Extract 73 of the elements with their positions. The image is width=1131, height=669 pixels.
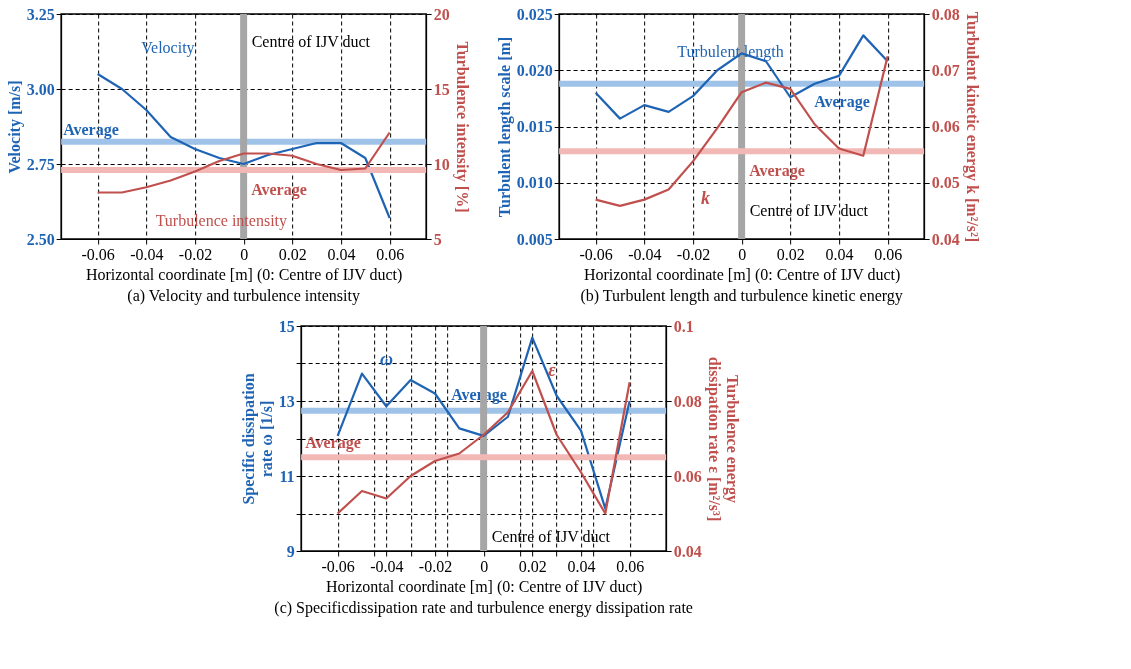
x-tick-label: 0.04 [327,245,356,263]
y-axis-title: Turbulent length scale [m] [495,36,514,218]
x-tick-label: -0.06 [81,245,115,263]
x-tick-label: 0.02 [776,245,805,263]
y-tick-label: 13 [278,392,295,410]
y-tick-label: 0.005 [516,230,553,248]
y2-tick-label: 0.04 [673,542,702,560]
x-tick-label: 0.04 [825,245,854,263]
x-tick-label: 0.06 [874,245,903,263]
y2-tick-label: 0.06 [931,118,960,135]
y-axis-title: Specific dissipation rate ω [1/s] [239,373,275,505]
y-tick-label: 0.010 [516,174,553,192]
x-tick-label: 0.06 [376,245,405,263]
y2-tick-label: 0.04 [931,230,960,248]
x-tick-label: 0.02 [278,245,307,263]
ref-line-label: Centre of IJV duct [491,528,611,545]
y2-axis-title: Turbulent kinetic energy k [m²/s²] [962,11,981,243]
ref-line-label: Average [814,92,870,111]
x-tick-label: -0.02 [418,557,453,575]
x-axis-title: Horizontal coordinate [m] (0: Centre of IJV duct) [85,265,403,284]
ref-line-label: Average [305,434,361,453]
y-tick-label: 0.020 [516,61,553,79]
y2-tick-label: 0.05 [931,174,960,192]
series-label: ε [548,360,557,380]
text: Velocity [141,39,195,57]
y2-tick-label: 10 [433,155,450,173]
y2-tick-label: 0.06 [673,467,702,485]
series-label: Turbulence intensity [155,211,288,230]
y2-tick-label: 0.08 [673,392,702,410]
ref-line-label: Average [63,120,119,139]
y-tick-label: 0.025 [516,5,553,23]
x-tick-label: -0.04 [370,557,404,575]
y2-tick-label: 20 [433,5,450,23]
series-label: ω [379,348,393,369]
y-tick-label: 3.25 [26,5,55,23]
y2-axis-title: Turbulence energy dissipation rate ε [m²/s³] [704,356,741,522]
text: (c) Specificdissipation rate and turbulence energy dissipation rate [274,599,693,617]
y2-tick-label: 0.1 [673,317,694,335]
x-tick-label: 0 [738,245,747,263]
y-tick-label: 0.015 [516,118,553,135]
series-label: k [700,188,710,209]
x-axis-title: Horizontal coordinate [m] (0: Centre of IJV duct) [325,577,643,596]
line-series [594,34,889,120]
ref-line-label: Average [251,181,307,199]
y-tick-label: 15 [278,317,295,335]
x-tick-label: -0.04 [130,245,164,263]
x-axis-title: Horizontal coordinate [m] (0: Centre of IJV duct) [583,265,901,284]
x-tick-label: 0 [240,245,249,263]
x-tick-label: 0.02 [518,557,547,575]
y-tick-label: 11 [279,467,295,485]
y-tick-label: 2.50 [26,230,55,248]
ref-line-label: Centre of IJV duct [749,202,869,219]
x-tick-label: -0.06 [321,557,355,575]
ref-line-label: Centre of IJV duct [251,33,371,50]
x-tick-label: 0 [480,557,489,575]
y2-tick-label: 0.08 [931,5,960,23]
y2-tick-label: 5 [433,230,442,248]
x-tick-label: -0.02 [676,245,711,263]
y-tick-label: 9 [286,542,295,560]
y-tick-label: 2.75 [26,155,55,173]
y2-axis-title: Turbulence intensity [%] [452,41,471,213]
y-tick-label: 3.00 [26,80,55,98]
text: (b) Turbulent length and turbulence kinetic energy [580,287,903,305]
ref-line-label: Average [749,162,805,181]
x-tick-label: -0.06 [579,245,613,263]
y2-tick-label: 0.07 [931,61,960,79]
x-tick-label: 0.04 [567,557,596,575]
y-axis-title: Velocity [m/s] [5,80,24,174]
x-tick-label: -0.04 [628,245,662,263]
text: (a) Velocity and turbulence intensity [127,287,360,305]
x-tick-label: -0.02 [178,245,213,263]
y2-tick-label: 15 [433,80,450,98]
x-tick-label: 0.06 [616,557,645,575]
